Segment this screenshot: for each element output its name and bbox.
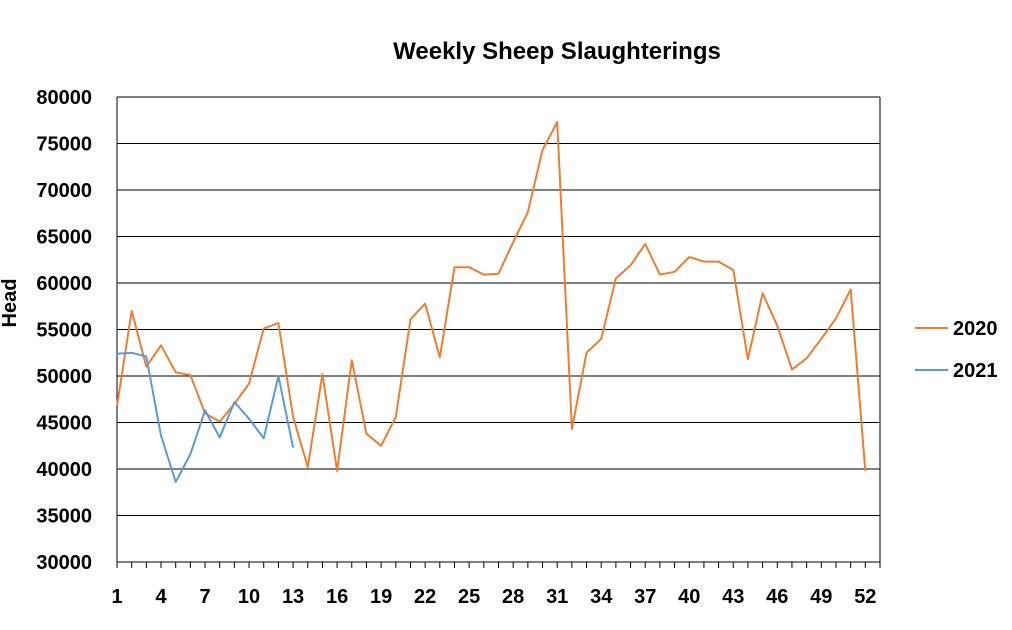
legend-label-2021: 2021 [953,360,998,382]
x-tick-label: 49 [810,586,832,608]
x-tick-label: 16 [326,586,348,608]
x-tick-label: 31 [546,586,568,608]
chart-title: Weekly Sheep Slaughterings [393,38,721,65]
y-tick-label: 30000 [36,552,92,574]
x-tick-label: 34 [590,586,613,608]
x-tick-label: 28 [502,586,524,608]
gridlines [117,96,880,563]
legend-label-2020: 2020 [953,318,998,340]
y-tick-label: 40000 [36,459,92,481]
x-tick-label: 46 [766,586,788,608]
x-tick-label: 22 [414,586,436,608]
x-tick-label: 40 [678,586,700,608]
y-tick-label: 50000 [36,366,92,388]
series-line-2020 [116,121,867,472]
x-tick-labels: 1 4 7 10 13 16 19 22 25 28 31 34 37 40 43 46 49 52 [111,586,876,608]
axes [116,97,881,568]
y-tick-label: 75000 [36,134,92,156]
x-tick-label: 52 [854,586,876,608]
y-tick-label: 60000 [36,273,92,295]
y-tick-label: 35000 [36,506,92,528]
y-tick-label: 80000 [36,87,92,109]
legend: 2020 2021 [915,318,998,382]
y-tick-label: 65000 [36,227,92,249]
x-tick-label: 25 [458,586,480,608]
x-tick-label: 13 [282,586,304,608]
series-line-2021 [116,351,295,483]
x-tick-label: 4 [155,586,167,608]
y-axis-label: Head [0,279,21,328]
x-tick-label: 19 [370,586,392,608]
y-tick-labels: 30000 35000 40000 45000 50000 55000 60000 65000… [36,87,92,574]
y-tick-label: 45000 [36,413,92,435]
x-tick-label: 37 [634,586,656,608]
series-lines [116,121,867,483]
x-tick-label: 10 [238,586,260,608]
y-tick-label: 55000 [36,320,92,342]
x-tick-label: 1 [111,586,122,608]
y-tick-label: 70000 [36,180,92,202]
x-tick-label: 43 [722,586,744,608]
x-tick-label: 7 [199,586,210,608]
